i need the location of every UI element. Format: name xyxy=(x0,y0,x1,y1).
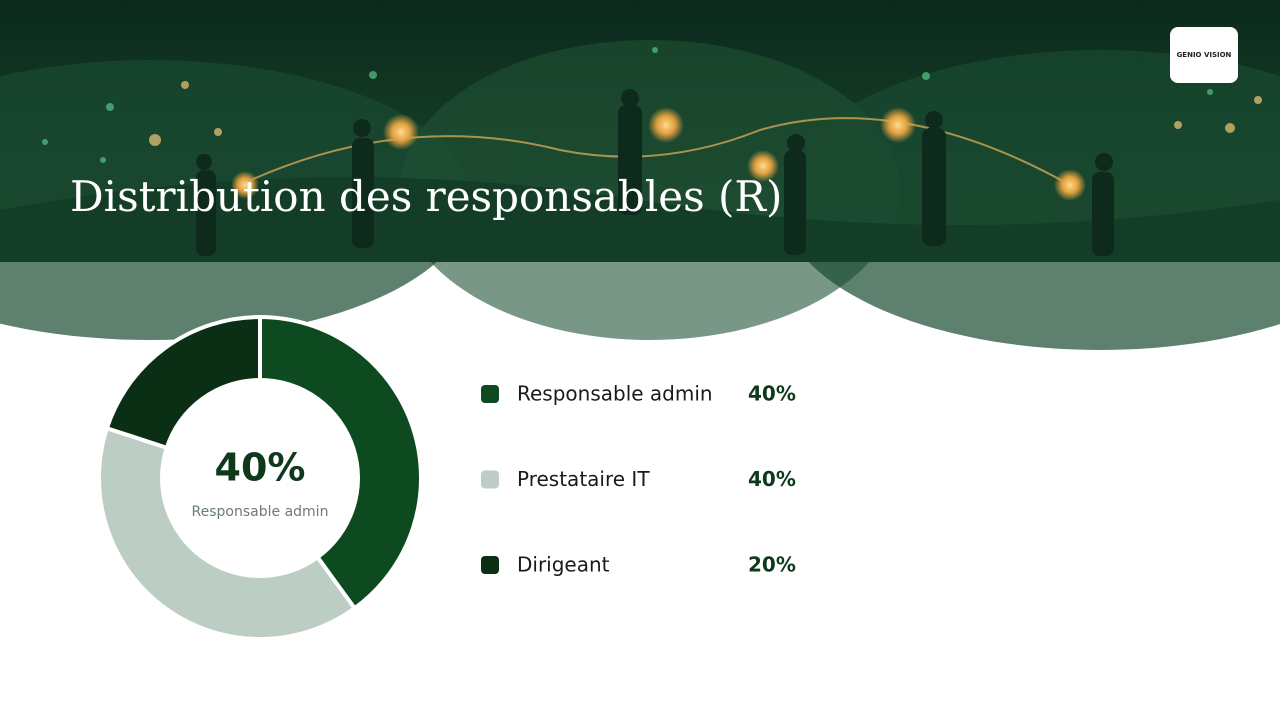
legend-swatch xyxy=(481,470,499,489)
donut-segment xyxy=(104,314,262,451)
legend-label: Dirigeant xyxy=(517,553,610,577)
banner: GENIO VISION Distribution des responsabl… xyxy=(0,0,1280,350)
legend-value: 40% xyxy=(748,382,796,406)
center-value: 40% xyxy=(215,446,306,490)
legend-label: Responsable admin xyxy=(517,382,713,406)
center-label: Responsable admin xyxy=(192,504,329,520)
legend-label: Prestataire IT xyxy=(517,467,650,491)
legend-swatch xyxy=(481,385,499,403)
chart-title: Distribution des responsables (R) xyxy=(70,172,782,221)
donut-segment xyxy=(97,425,358,641)
legend-value: 40% xyxy=(748,467,796,491)
donut-segment xyxy=(258,314,423,612)
legend-swatch xyxy=(481,556,499,574)
logo: GENIO VISION xyxy=(1170,27,1238,83)
legend-value: 20% xyxy=(748,553,796,577)
logo-text: GENIO VISION xyxy=(1177,51,1232,59)
